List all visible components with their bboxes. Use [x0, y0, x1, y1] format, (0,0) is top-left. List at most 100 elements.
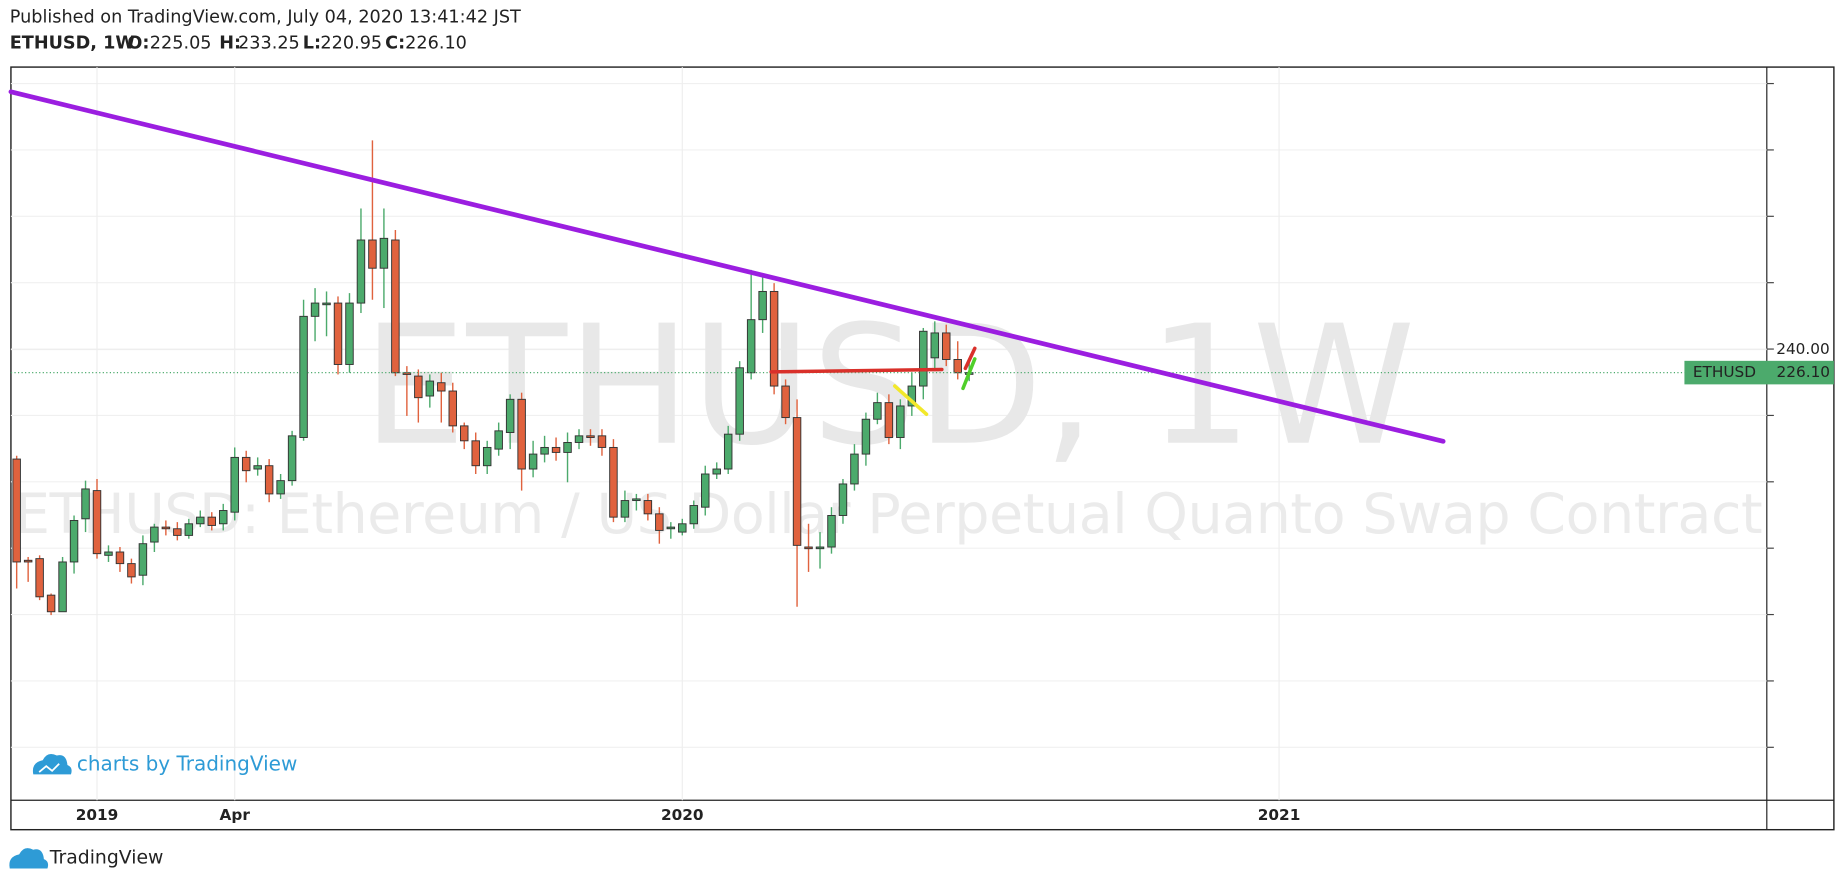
- x-tick-label: 2021: [1258, 806, 1301, 824]
- candle-body: [712, 468, 721, 475]
- candle-body: [287, 435, 297, 482]
- candle-body: [276, 480, 285, 495]
- chart-frame: [10, 66, 1835, 831]
- candle-body: [942, 332, 951, 360]
- candle-body: [563, 441, 572, 453]
- candle-body: [356, 239, 366, 304]
- candle-body: [425, 380, 435, 397]
- candle-body: [723, 433, 733, 470]
- candle-body: [540, 446, 549, 455]
- candle-body: [92, 490, 102, 555]
- candle-body: [896, 405, 905, 438]
- candle-body: [861, 418, 871, 455]
- y-tick-label: 240.00: [1776, 340, 1829, 358]
- low-label: L:: [303, 34, 321, 54]
- candle-body: [437, 382, 446, 392]
- open-label: O:: [127, 34, 149, 54]
- candle-body: [310, 302, 320, 317]
- drawings: [8, 89, 1446, 444]
- candle-body: [804, 546, 813, 550]
- candle-body: [827, 515, 836, 548]
- candle-body: [689, 505, 699, 525]
- price-badge-ticker: ETHUSD: [1693, 363, 1756, 381]
- candle-body: [345, 302, 354, 365]
- candle-body: [207, 516, 217, 526]
- candle-body: [219, 510, 228, 525]
- candle-body: [127, 563, 136, 578]
- candle-body: [735, 367, 744, 435]
- ohlc-header: ETHUSD, 1W O: 225.05 H: 233.25 L: 220.95…: [10, 34, 467, 54]
- x-tick-label: Apr: [220, 806, 251, 824]
- logo-text: TradingView: [49, 847, 164, 868]
- candle-body: [643, 500, 653, 515]
- candle-body: [792, 417, 802, 546]
- open-value: 225.05: [150, 34, 212, 54]
- candle-body: [104, 551, 113, 556]
- green-line: [961, 357, 977, 391]
- footer-logo: TradingView: [9, 847, 164, 869]
- candle-body: [253, 465, 262, 470]
- candle-body: [12, 458, 21, 563]
- candle-body: [701, 473, 710, 508]
- candle-body: [666, 526, 676, 530]
- close-value: 226.10: [405, 34, 467, 54]
- candle-body: [173, 528, 182, 536]
- yellow-line: [892, 384, 929, 417]
- candle-body: [230, 456, 239, 513]
- candle-body: [781, 385, 790, 419]
- watermark-symbol: ETHUSD, 1W: [362, 290, 1415, 482]
- high-label: H:: [219, 34, 241, 54]
- candle-body: [333, 302, 343, 365]
- candle-body: [815, 546, 825, 550]
- candle-body: [838, 483, 848, 516]
- candle-body: [138, 543, 148, 576]
- candle-body: [35, 558, 44, 598]
- candle-body: [58, 561, 67, 613]
- candle-body: [196, 516, 205, 525]
- candle-body: [505, 398, 515, 433]
- x-tick-label: 2020: [661, 806, 704, 824]
- candle-body: [184, 523, 194, 536]
- candle-body: [884, 402, 894, 438]
- candle-body: [551, 446, 561, 453]
- candle-body: [620, 500, 630, 518]
- candle-body: [919, 330, 928, 387]
- candle-body: [586, 435, 595, 438]
- candle-body: [678, 523, 687, 533]
- chart-credit: charts by TradingView: [77, 751, 298, 775]
- candle-body: [23, 559, 33, 563]
- candles: [10, 140, 1767, 616]
- candle-body: [471, 440, 480, 467]
- candle-body: [379, 237, 389, 269]
- candle-body: [161, 526, 171, 530]
- candle-body: [460, 425, 469, 442]
- watermark-description: ETHUSD: Ethereum / US Dollar Perpetual Q…: [15, 483, 1763, 547]
- candle-body: [391, 239, 400, 374]
- candle-body: [150, 526, 159, 543]
- price-badge: [1684, 360, 1834, 385]
- candle-body: [264, 465, 274, 495]
- candle-body: [632, 498, 641, 502]
- candle-body: [81, 488, 90, 520]
- candle-body: [655, 513, 664, 531]
- horizontal-line: [769, 367, 944, 374]
- x-tick-label: 2019: [76, 806, 119, 824]
- close-label: C:: [385, 34, 405, 54]
- candle-body: [46, 594, 56, 613]
- axes: 240.00 2019 Apr 2020 2021 ETHUSD 226.10: [76, 82, 1834, 824]
- candle-body: [528, 453, 538, 470]
- credit: charts by TradingView: [32, 751, 298, 775]
- published-line: Published on TradingView.com, July 04, 2…: [10, 8, 521, 28]
- candle-body: [482, 446, 492, 467]
- candle-body: [873, 402, 882, 420]
- cloud-icon-line: [38, 763, 60, 773]
- candle-body: [414, 375, 423, 399]
- red-line: [963, 346, 977, 371]
- candle-body: [930, 332, 940, 359]
- candle-body: [448, 390, 458, 427]
- high-value: 233.25: [238, 34, 300, 54]
- candle-body: [609, 446, 618, 518]
- symbol: ETHUSD, 1W: [10, 34, 135, 54]
